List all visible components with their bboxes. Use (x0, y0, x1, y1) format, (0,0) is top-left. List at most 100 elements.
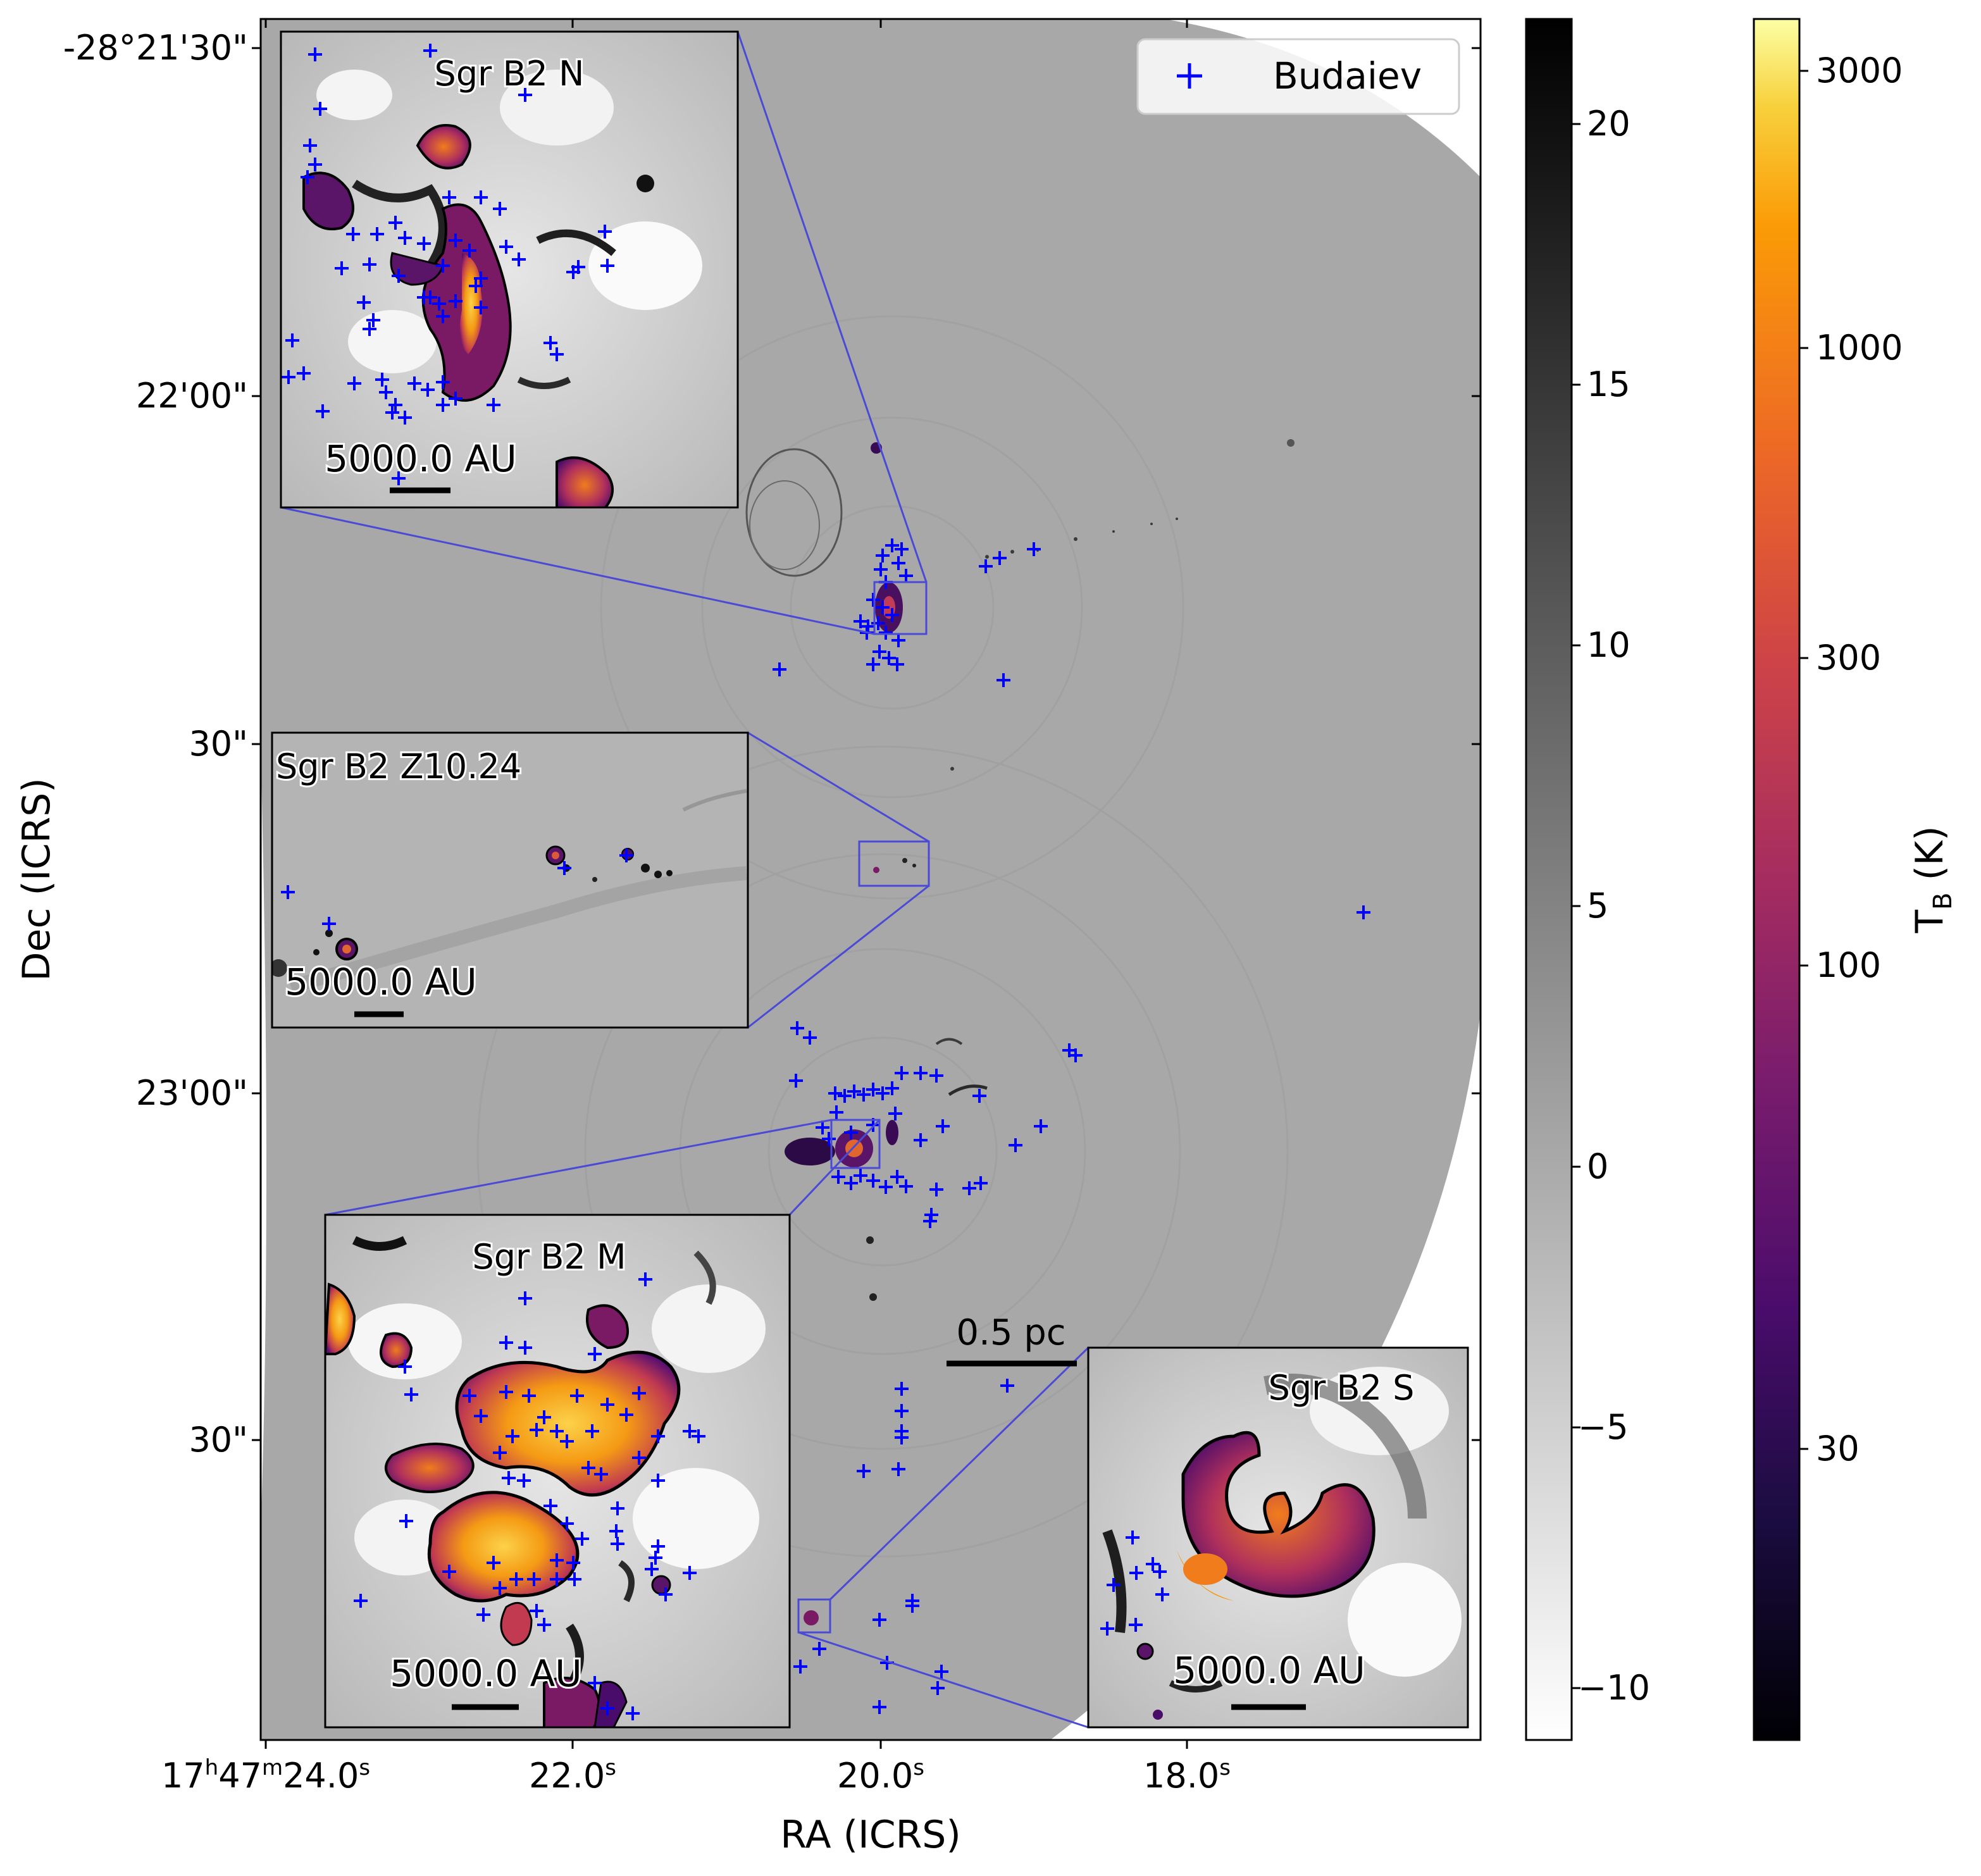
budaiev-marker (876, 549, 890, 562)
budaiev-marker (790, 1021, 804, 1035)
budaiev-marker (873, 645, 886, 659)
budaiev-marker (322, 917, 336, 931)
budaiev-marker (423, 44, 437, 58)
budaiev-marker (392, 471, 406, 485)
budaiev-marker (879, 1180, 893, 1194)
budaiev-marker (683, 1424, 697, 1438)
budaiev-marker (1100, 1622, 1114, 1636)
budaiev-marker (914, 1133, 928, 1147)
temp-colorbar-label: TB (K) (1908, 826, 1958, 933)
budaiev-marker (891, 1462, 905, 1476)
budaiev-marker (866, 1174, 880, 1188)
budaiev-marker (297, 366, 311, 380)
box-south (797, 1598, 831, 1634)
sgr-b2-s-region (804, 1610, 819, 1625)
budaiev-marker (793, 1660, 807, 1674)
budaiev-marker (417, 290, 431, 304)
budaiev-marker (1155, 1587, 1169, 1601)
legend-label: Budaiev (1273, 54, 1422, 97)
budaiev-marker (588, 1676, 602, 1690)
budaiev-marker (476, 1608, 490, 1622)
budaiev-marker (895, 1382, 909, 1396)
budaiev-marker (1027, 542, 1041, 556)
budaiev-marker (789, 1074, 803, 1088)
budaiev-marker (474, 271, 488, 285)
budaiev-marker (354, 1594, 368, 1608)
budaiev-marker (923, 1214, 937, 1228)
budaiev-marker (436, 398, 450, 412)
budaiev-marker (543, 1499, 557, 1513)
budaiev-marker (398, 231, 412, 245)
inset-middle-title: Sgr B2 M (472, 1237, 626, 1277)
budaiev-marker (570, 1389, 584, 1403)
budaiev-marker (588, 1347, 602, 1361)
ra-tick-2: 22.0s (529, 1755, 616, 1796)
temp-tick-3: 300 (1816, 638, 1881, 678)
budaiev-marker (600, 259, 614, 273)
budaiev-marker (1107, 1578, 1121, 1592)
budaiev-marker (537, 1410, 551, 1424)
budaiev-marker (683, 1566, 697, 1580)
budaiev-marker (506, 1429, 519, 1443)
budaiev-marker (363, 258, 376, 271)
budaiev-marker (392, 269, 406, 283)
budaiev-marker (822, 1132, 836, 1146)
temp-tick-4: 100 (1816, 945, 1881, 985)
budaiev-marker (803, 1031, 817, 1045)
budaiev-marker (537, 1618, 551, 1632)
budaiev-marker (363, 322, 376, 336)
budaiev-marker (609, 1524, 623, 1538)
budaiev-marker (308, 158, 322, 171)
budaiev-marker (581, 1461, 595, 1475)
budaiev-marker (530, 1604, 543, 1618)
budaiev-marker (638, 1272, 652, 1286)
budaiev-marker (632, 1386, 646, 1400)
gray-tick-5: 0 (1587, 1146, 1608, 1186)
temp-tick-2: 1000 (1816, 328, 1903, 368)
main-scale-label: 0.5 pc (956, 1312, 1065, 1353)
budaiev-marker (436, 375, 450, 389)
budaiev-marker (557, 861, 571, 875)
budaiev-marker (857, 1088, 871, 1102)
budaiev-marker (379, 385, 393, 399)
budaiev-marker (619, 848, 633, 862)
budaiev-marker (866, 657, 880, 671)
budaiev-marker (874, 562, 888, 576)
sidelobe-rings (476, 315, 1289, 1558)
colorbar-gray: 20 15 10 5 0 −5 −10 (1525, 18, 1650, 1741)
gray-tick-7: −10 (1578, 1668, 1650, 1708)
budaiev-marker (530, 1423, 543, 1437)
budaiev-marker (436, 309, 450, 323)
budaiev-marker (550, 1572, 564, 1586)
inset-north-scale-label: 5000.0 AU (325, 437, 517, 480)
budaiev-marker (543, 336, 557, 350)
budaiev-marker (899, 1179, 913, 1193)
budaiev-marker (1069, 1048, 1083, 1062)
budaiev-marker (285, 333, 299, 347)
budaiev-marker (659, 1587, 673, 1601)
budaiev-marker (571, 260, 585, 274)
budaiev-marker (407, 376, 421, 390)
budaiev-marker (935, 1665, 948, 1679)
budaiev-marker (847, 1084, 861, 1098)
budaiev-marker (560, 1517, 574, 1531)
budaiev-marker (560, 1434, 574, 1448)
budaiev-marker (866, 1083, 880, 1096)
budaiev-marker (442, 190, 456, 204)
budaiev-marker (463, 1389, 476, 1403)
budaiev-marker (502, 1471, 516, 1485)
inset-south-markers (1100, 1531, 1169, 1636)
budaiev-marker (890, 657, 904, 671)
budaiev-marker (575, 1532, 589, 1546)
budaiev-marker (398, 1360, 412, 1374)
budaiev-marker (600, 1398, 614, 1412)
budaiev-marker (463, 244, 476, 258)
inset-south: Sgr B2 S 5000.0 AU (1087, 1346, 1469, 1729)
budaiev-marker (598, 225, 612, 239)
budaiev-marker (972, 1089, 986, 1103)
budaiev-marker (651, 1474, 665, 1488)
budaiev-marker (301, 170, 314, 184)
budaiev-marker (449, 294, 463, 308)
ra-tick-1: 17h47m24.0s (161, 1755, 370, 1796)
